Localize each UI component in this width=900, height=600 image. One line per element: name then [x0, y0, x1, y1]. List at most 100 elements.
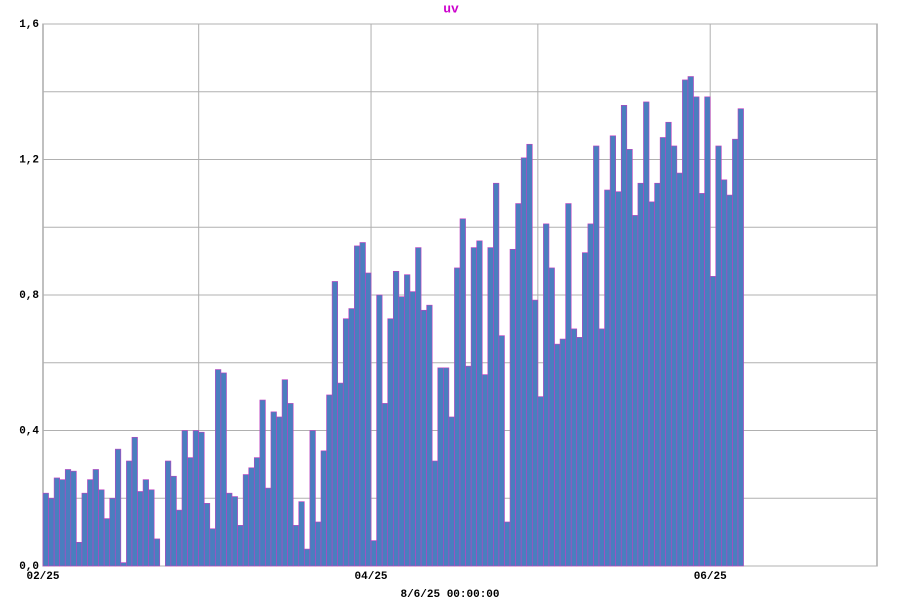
bar — [409, 291, 416, 567]
bar — [643, 101, 650, 567]
bar — [487, 247, 494, 567]
bar — [265, 487, 272, 567]
bar — [259, 399, 266, 567]
bar — [587, 223, 594, 567]
bar — [242, 474, 250, 567]
bar — [387, 318, 394, 567]
bar — [565, 203, 572, 567]
bar — [103, 518, 111, 567]
bar — [582, 252, 589, 567]
bar — [131, 436, 138, 567]
bar — [354, 245, 361, 567]
bar — [170, 475, 177, 567]
bar — [604, 189, 611, 567]
bar — [737, 108, 744, 567]
bar — [498, 335, 505, 567]
bar — [287, 403, 294, 567]
bar — [381, 403, 389, 567]
bar — [620, 105, 628, 567]
bar — [704, 96, 711, 567]
bar — [576, 337, 583, 567]
bar — [531, 299, 539, 567]
bar — [48, 497, 55, 567]
bar — [559, 338, 566, 567]
bar — [220, 372, 227, 567]
bar — [298, 501, 305, 567]
bar — [376, 294, 383, 567]
bar — [392, 270, 400, 567]
bar — [92, 469, 99, 567]
bar — [431, 460, 439, 567]
x-tick-label: 02/25 — [26, 571, 59, 583]
bar — [726, 194, 733, 567]
bar — [53, 477, 60, 567]
bar — [137, 491, 144, 567]
bar — [398, 296, 405, 567]
bar — [192, 430, 199, 567]
bar — [359, 242, 366, 567]
bar — [465, 365, 472, 567]
bar — [276, 416, 283, 567]
bar — [165, 460, 172, 567]
bar — [420, 309, 427, 567]
bar — [537, 396, 544, 567]
bar — [248, 467, 255, 567]
bar — [237, 525, 244, 567]
bar — [176, 509, 183, 567]
bar — [665, 121, 672, 567]
bar — [698, 193, 705, 567]
bar — [615, 191, 622, 567]
bar — [732, 138, 739, 567]
bar — [114, 448, 122, 567]
y-tick-label: 0,8 — [19, 290, 39, 302]
bar — [42, 492, 49, 567]
bar — [554, 343, 561, 567]
bar — [670, 145, 678, 567]
bar — [270, 411, 277, 567]
bar — [98, 489, 105, 567]
bar — [548, 267, 555, 567]
bar — [320, 450, 327, 567]
bar — [520, 157, 528, 567]
bar — [415, 247, 422, 567]
bar — [309, 430, 316, 567]
x-tick-label: 04/25 — [355, 571, 388, 583]
bar — [203, 503, 211, 567]
bar — [481, 374, 489, 567]
bar — [459, 218, 466, 567]
bar — [109, 497, 116, 567]
bar — [253, 457, 261, 567]
x-tick-label: 06/25 — [694, 571, 727, 583]
chart-title: uv — [443, 1, 459, 16]
bar — [687, 76, 694, 567]
y-tick-label: 1,6 — [19, 19, 39, 31]
bar — [337, 382, 344, 567]
bar — [76, 541, 83, 567]
bar — [70, 470, 77, 567]
bar — [543, 223, 550, 567]
bar — [126, 460, 133, 567]
bar — [153, 538, 161, 567]
bar — [148, 489, 155, 567]
bar — [120, 562, 127, 567]
bar — [81, 492, 88, 567]
bar — [570, 328, 578, 567]
bar — [626, 149, 633, 567]
bar — [370, 540, 377, 567]
bar — [721, 179, 728, 567]
bar — [470, 247, 477, 567]
bar — [365, 272, 372, 567]
bar — [326, 394, 333, 567]
bar — [659, 137, 667, 567]
bar — [593, 145, 600, 567]
bar — [404, 274, 411, 567]
bar — [315, 521, 322, 567]
bar — [331, 281, 338, 567]
bar — [64, 469, 72, 567]
bar — [598, 328, 605, 567]
bar — [515, 203, 522, 567]
bar — [304, 548, 311, 567]
bar — [448, 416, 455, 567]
bar — [504, 521, 511, 567]
